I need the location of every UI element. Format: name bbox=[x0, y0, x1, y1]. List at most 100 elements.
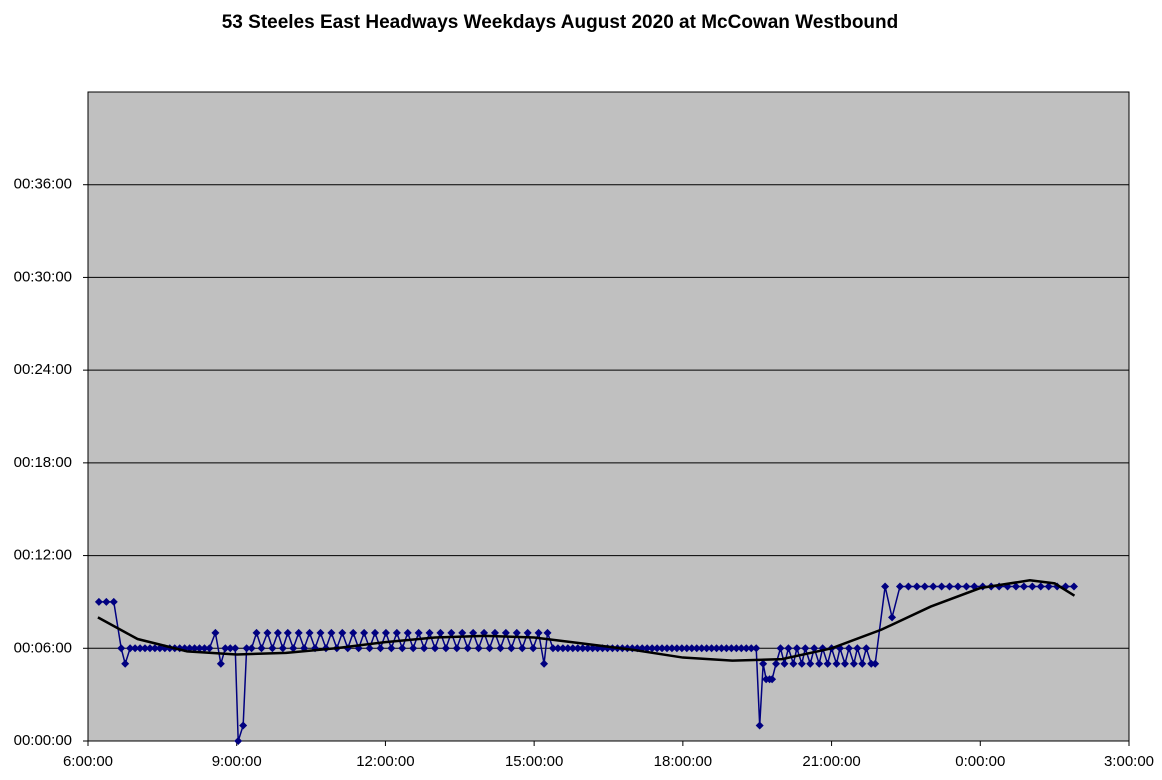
marker bbox=[252, 628, 261, 637]
marker bbox=[534, 628, 543, 637]
marker bbox=[278, 644, 287, 653]
marker bbox=[436, 628, 445, 637]
marker bbox=[792, 644, 801, 653]
marker bbox=[667, 644, 676, 653]
marker bbox=[398, 644, 407, 653]
marker bbox=[888, 613, 897, 622]
y-tick-label: 00:12:00 bbox=[14, 547, 72, 564]
x-tick-label: 21:00:00 bbox=[802, 753, 860, 770]
marker bbox=[349, 628, 358, 637]
marker bbox=[789, 659, 798, 668]
marker bbox=[912, 582, 921, 591]
marker bbox=[1028, 582, 1037, 591]
marker bbox=[755, 721, 764, 730]
marker bbox=[109, 597, 118, 606]
marker bbox=[141, 644, 150, 653]
marker bbox=[145, 644, 154, 653]
marker bbox=[403, 628, 412, 637]
marker bbox=[801, 644, 810, 653]
marker bbox=[742, 644, 751, 653]
x-tick-label: 6:00:00 bbox=[63, 753, 113, 770]
marker bbox=[195, 644, 204, 653]
marker bbox=[239, 721, 248, 730]
marker bbox=[937, 582, 946, 591]
marker bbox=[425, 628, 434, 637]
marker bbox=[648, 644, 657, 653]
marker bbox=[512, 628, 521, 637]
marker bbox=[540, 659, 549, 668]
marker bbox=[895, 582, 904, 591]
marker bbox=[376, 644, 385, 653]
marker bbox=[327, 628, 336, 637]
marker bbox=[776, 644, 785, 653]
marker bbox=[563, 644, 572, 653]
y-tick-label: 00:24:00 bbox=[14, 361, 72, 378]
trend-line bbox=[97, 579, 1076, 662]
marker bbox=[653, 644, 662, 653]
marker bbox=[858, 659, 867, 668]
marker bbox=[806, 659, 815, 668]
marker bbox=[578, 644, 587, 653]
marker bbox=[849, 659, 858, 668]
y-tick-label: 00:18:00 bbox=[14, 454, 72, 471]
marker bbox=[1044, 582, 1053, 591]
plot-area bbox=[87, 91, 1130, 742]
marker bbox=[953, 582, 962, 591]
marker bbox=[784, 644, 793, 653]
marker bbox=[289, 644, 298, 653]
marker bbox=[136, 644, 145, 653]
marker bbox=[316, 628, 325, 637]
marker bbox=[523, 628, 532, 637]
marker bbox=[583, 644, 592, 653]
marker bbox=[677, 644, 686, 653]
marker bbox=[283, 628, 292, 637]
chart-title: 53 Steeles East Headways Weekdays August… bbox=[222, 12, 899, 33]
y-tick-label: 00:30:00 bbox=[14, 268, 72, 285]
marker bbox=[338, 628, 347, 637]
marker bbox=[672, 644, 681, 653]
marker bbox=[712, 644, 721, 653]
marker bbox=[205, 644, 214, 653]
marker bbox=[529, 644, 538, 653]
marker bbox=[920, 582, 929, 591]
marker bbox=[94, 597, 103, 606]
marker bbox=[568, 644, 577, 653]
x-tick-label: 3:00:00 bbox=[1104, 753, 1154, 770]
marker bbox=[518, 644, 527, 653]
marker bbox=[501, 628, 510, 637]
marker bbox=[360, 628, 369, 637]
marker bbox=[490, 628, 499, 637]
marker bbox=[102, 597, 111, 606]
marker bbox=[692, 644, 701, 653]
marker bbox=[126, 644, 135, 653]
marker bbox=[381, 628, 390, 637]
marker bbox=[643, 644, 652, 653]
marker bbox=[216, 659, 225, 668]
marker bbox=[441, 644, 450, 653]
marker bbox=[226, 644, 235, 653]
marker bbox=[752, 644, 761, 653]
marker bbox=[305, 628, 314, 637]
marker bbox=[687, 644, 696, 653]
marker bbox=[117, 644, 126, 653]
marker bbox=[658, 644, 667, 653]
y-tick-label: 00:00:00 bbox=[14, 732, 72, 749]
marker bbox=[810, 644, 819, 653]
marker bbox=[474, 644, 483, 653]
marker bbox=[772, 659, 781, 668]
marker bbox=[780, 659, 789, 668]
marker bbox=[392, 628, 401, 637]
marker bbox=[904, 582, 913, 591]
marker bbox=[797, 659, 806, 668]
marker bbox=[273, 628, 282, 637]
marker bbox=[211, 628, 220, 637]
marker bbox=[190, 644, 199, 653]
y-tick-label: 00:36:00 bbox=[14, 176, 72, 193]
marker bbox=[702, 644, 711, 653]
marker bbox=[929, 582, 938, 591]
marker bbox=[543, 628, 552, 637]
marker bbox=[268, 644, 277, 653]
marker bbox=[768, 675, 777, 684]
marker bbox=[862, 644, 871, 653]
